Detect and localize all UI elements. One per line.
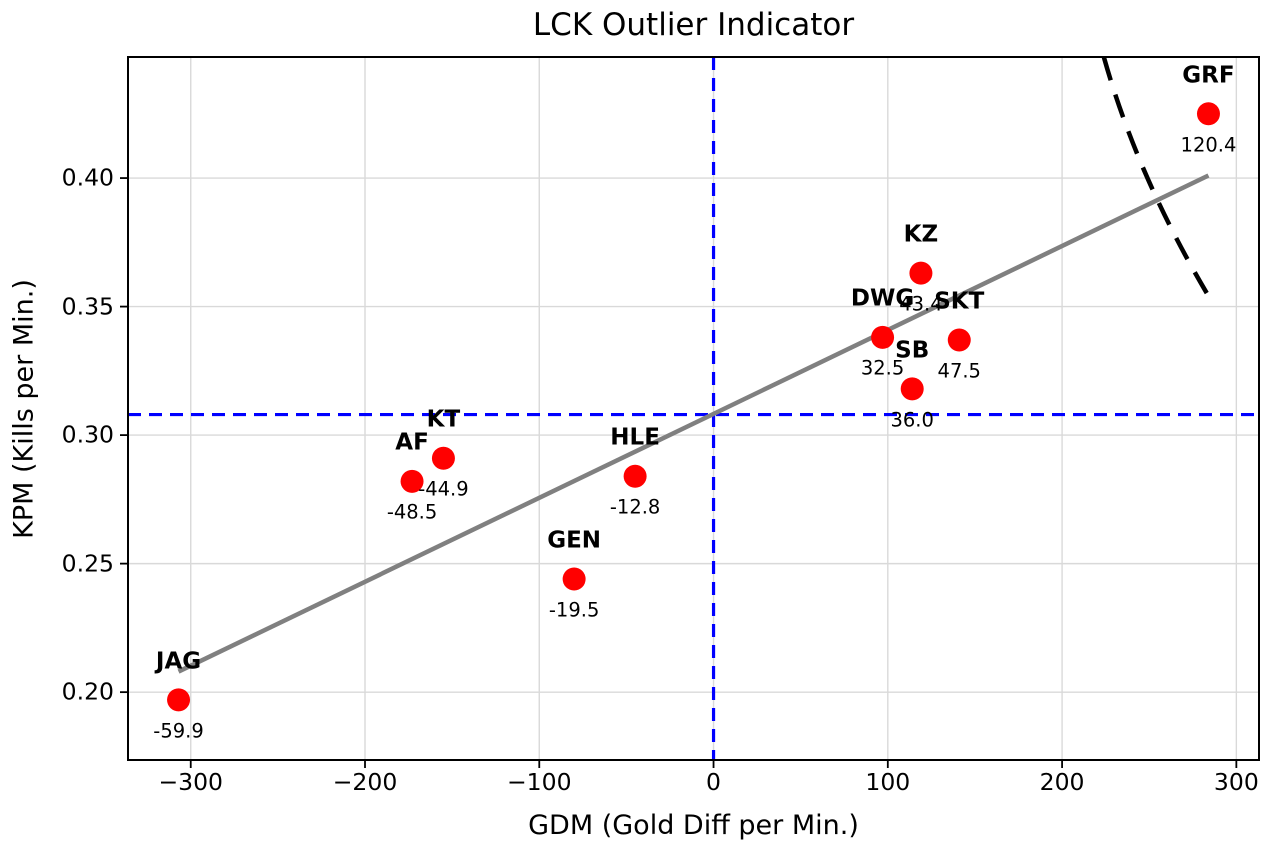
data-point-SB [900,377,924,401]
trend-line [177,173,1210,674]
plot-frame [127,56,1260,761]
outlier-boundary-line [1101,56,1213,301]
data-point-DWG [871,325,895,349]
chart-title: LCK Outlier Indicator [532,7,855,43]
data-point-JAG [167,688,191,712]
y-axis-label: KPM (Kills per Min.) [8,279,40,539]
x-axis-label: GDM (Gold Diff per Min.) [528,810,859,841]
data-point-HLE [623,464,647,488]
data-point-AF [400,469,424,493]
data-point-GRF [1196,102,1220,126]
data-point-KT [431,446,455,470]
data-point-SKT [947,328,971,352]
data-point-GEN [562,567,586,591]
data-point-KZ [909,261,933,285]
